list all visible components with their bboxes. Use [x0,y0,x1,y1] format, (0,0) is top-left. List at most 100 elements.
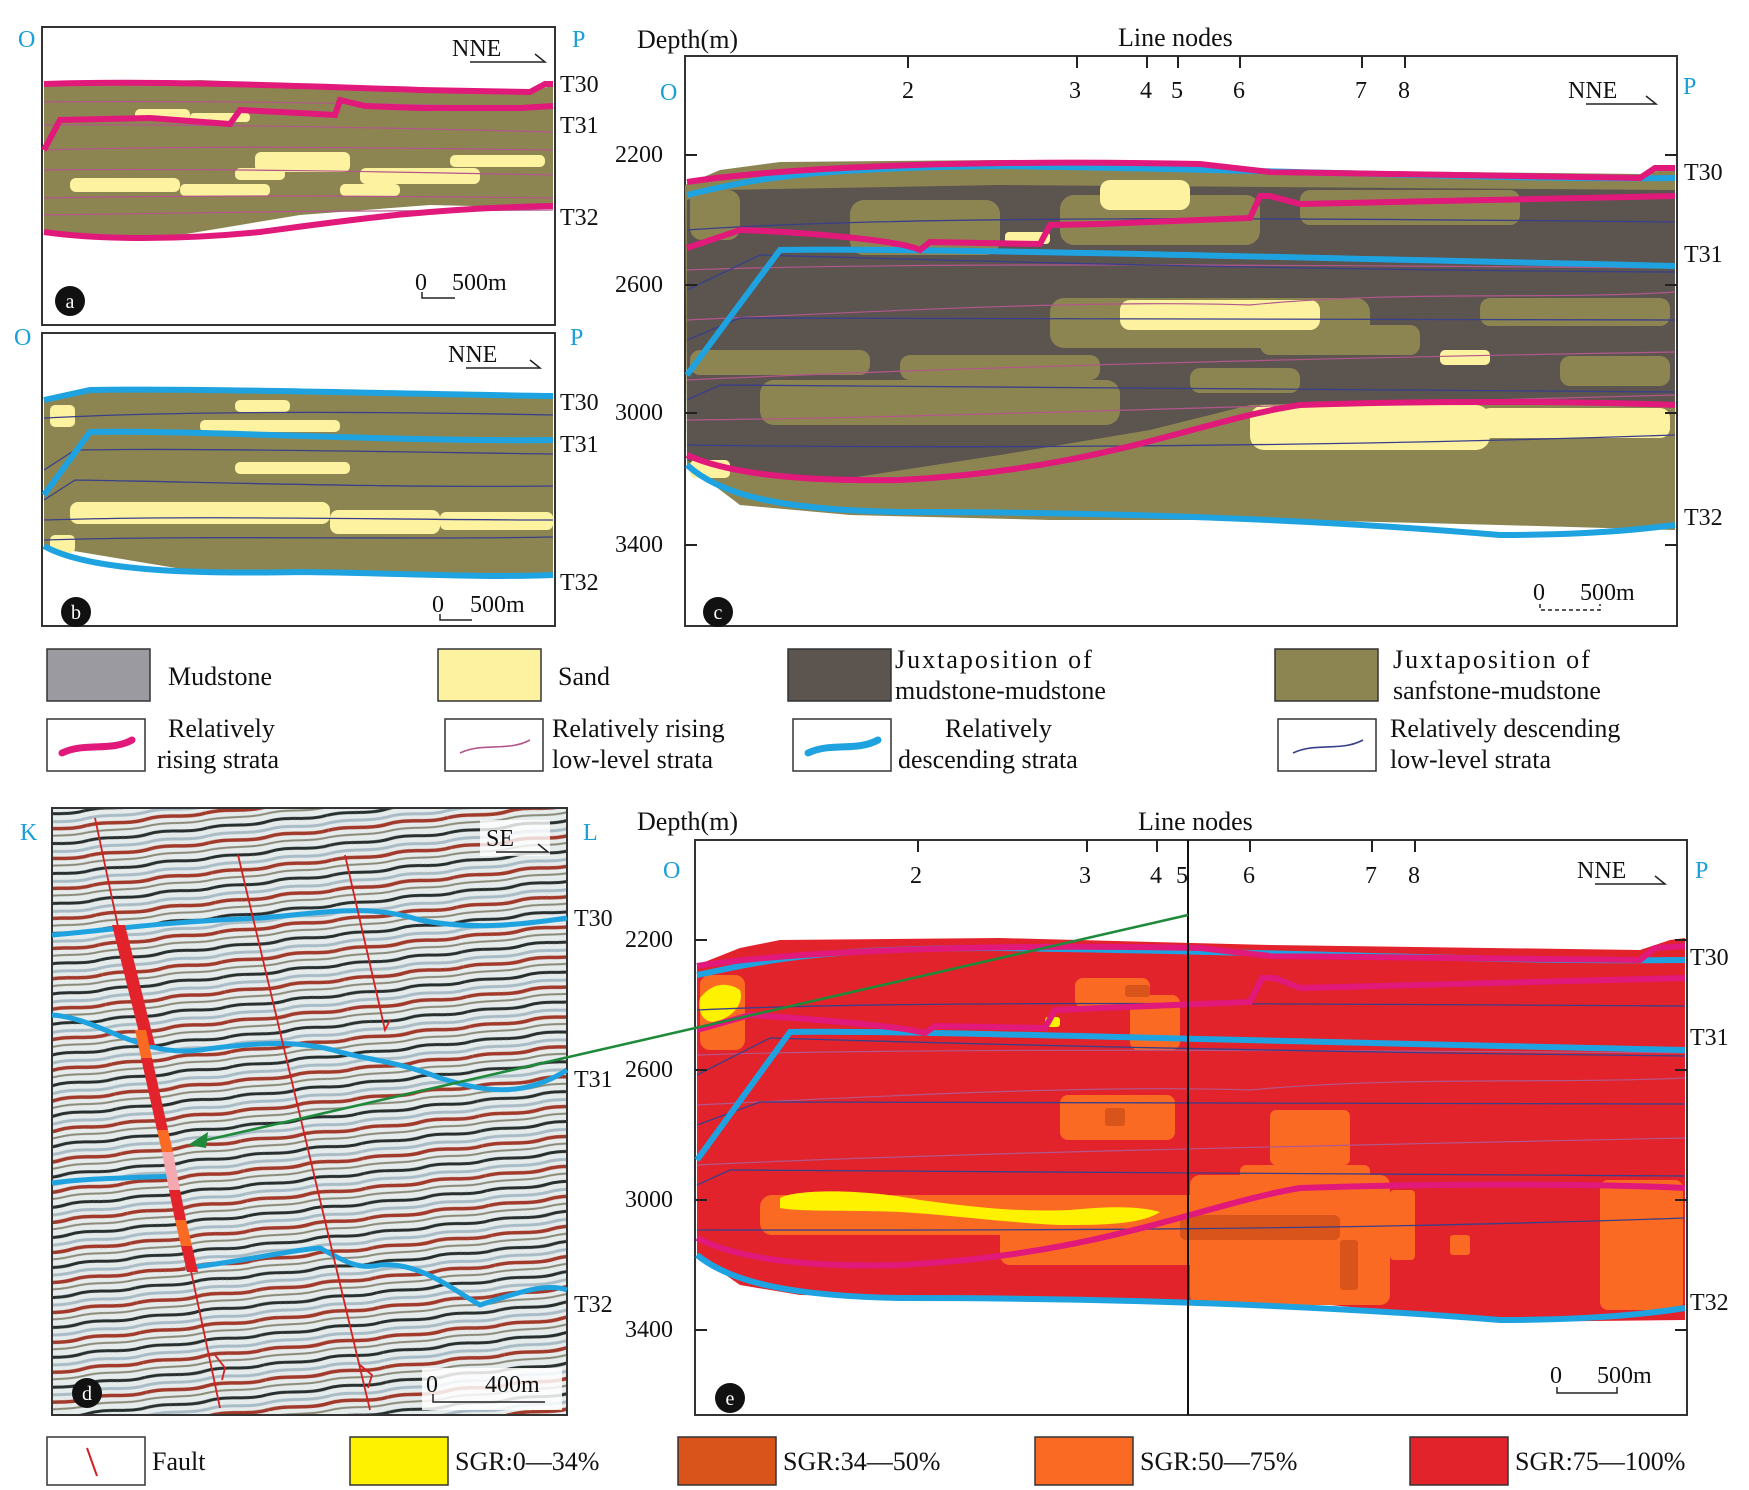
panel-e-node-5: 5 [1176,863,1188,889]
panel-c-badge-label: c [714,602,723,624]
panel-c-rising-horizons [685,159,1676,484]
legend-fault-line [86,1447,98,1477]
panel-d-direction-arrow-icon [496,843,551,853]
panel-b-low-strata [43,411,554,541]
legend-descending-low-line [1292,739,1364,754]
legend-sgr: Fault SGR:0—34% SGR:34—50% SGR:50—75% SG… [46,1436,1685,1486]
panel-e-scale-zero: 0 [1550,1363,1562,1389]
legend-label-rising-low-1: Relatively rising [552,714,725,743]
connector-arrow-head-icon [188,1132,208,1148]
panel-b-direction: NNE [448,342,497,368]
panel-b-horizons [41,386,554,579]
panel-e-scale-label: 500m [1597,1363,1652,1389]
panel-d-direction: SE [486,826,514,852]
legend-label-mudstone: Mudstone [168,662,272,691]
legend-rising-line [58,736,136,757]
panel-a: O P NNE T30 T31 T32 0 500m a [18,26,599,326]
panel-e-horizon-t30: T30 [1690,945,1729,971]
panel-c-left-endpoint: O [660,80,677,106]
legend-label-sgr1: SGR:0—34% [455,1447,599,1476]
panel-e-depth-3000: 3000 [625,1187,673,1213]
legend-swatch-sgr4 [1409,1436,1509,1486]
panel-e-sgr-0-34-zones [699,984,1160,1225]
panel-e-horizon-t31: T31 [1690,1025,1729,1051]
legend-swatch-mudstone [46,648,151,702]
panel-c-sand-bodies [690,180,1670,478]
legend-label-rising-low-2: low-level strata [552,745,713,774]
legend-label-sand-mud-2: sanfstone-mudstone [1393,676,1601,705]
panel-c-depth-2200: 2200 [615,142,663,168]
panel-b-scale-label: 500m [470,592,525,618]
panel-e-left-endpoint: O [663,858,680,884]
panel-b-scale-bar [439,614,472,621]
panel-c-nodes-title: Line nodes [1118,23,1233,52]
legend-label-desc-1: Relatively [945,714,1052,743]
panel-a-horizon-t32: T32 [560,205,599,231]
legend-swatch-sgr2 [677,1436,777,1486]
panel-c-node-5: 5 [1171,78,1183,104]
legend-label-rising-1: Relatively [168,714,275,743]
panel-b-section [44,388,553,575]
legend-swatch-rising-low [444,718,544,772]
panel-c-node-3: 3 [1069,78,1081,104]
panel-e-depth-2600: 2600 [625,1057,673,1083]
panel-e-node-6: 6 [1243,863,1255,889]
legend-label-desc-low-2: low-level strata [1390,745,1551,774]
panel-b-right-endpoint: P [570,325,583,351]
legend-lithology: Mudstone Sand Juxtaposition of mudstone-… [46,645,1620,774]
panel-a-scale-zero: 0 [415,270,427,296]
legend-swatch-mud-mud [787,648,892,702]
panel-c-scale-zero: 0 [1533,580,1545,606]
panel-e-badge-label: e [726,1388,735,1410]
panel-a-horizons [41,79,554,241]
panel-a-horizon-t31: T31 [560,113,599,139]
panel-c-depth-ticks [685,154,1677,546]
legend-label-sand-mud-1: Juxtaposition of [1393,645,1592,674]
panel-b-scale-zero: 0 [432,592,444,618]
panel-e: Depth(m) Line nodes 2 3 4 5 6 7 8 2200 2… [625,807,1729,1416]
legend-label-sgr3: SGR:50—75% [1140,1447,1297,1476]
panel-a-badge [55,286,85,316]
panel-c-direction: NNE [1568,78,1617,104]
legend-label-rising-2: rising strata [157,745,279,774]
panel-b-horizon-t31: T31 [560,432,599,458]
panel-e-node-7: 7 [1365,863,1377,889]
panel-d-right-endpoint: L [583,820,598,846]
panel-b-horizon-t32: T32 [560,570,599,596]
panel-c-depth-3400: 3400 [615,532,663,558]
panel-c-scale-bar [1539,604,1601,611]
panel-e-depth-2200: 2200 [625,927,673,953]
panel-d-badge-label: d [82,1383,92,1405]
panel-d-scale-box [422,1368,562,1410]
panel-c-scale-label: 500m [1580,580,1635,606]
panel-d-horizon-t31: T31 [574,1067,613,1093]
panel-e-horizon-t32: T32 [1690,1290,1729,1316]
legend-label-mud-mud-2: mudstone-mudstone [895,676,1106,705]
panel-e-node-3: 3 [1079,863,1091,889]
panel-e-node-2: 2 [910,863,922,889]
legend-label-sand: Sand [558,662,610,691]
panel-e-rising-low-strata [696,1049,1686,1166]
panel-c-direction-arrow-icon [1586,95,1659,105]
panel-b-direction-arrow-icon [466,359,543,369]
legend-swatch-descending-low [1277,718,1377,772]
panel-b-left-endpoint: O [14,325,31,351]
panel-d-scale-label: 400m [485,1372,540,1398]
panel-d-scale-zero: 0 [426,1372,438,1398]
panel-e-right-endpoint: P [1695,858,1708,884]
panel-d-horizon-t32: T32 [574,1292,613,1318]
panel-c-depth-3000: 3000 [615,400,663,426]
panel-e-depth-3400: 3400 [625,1317,673,1343]
panel-e-node-8: 8 [1408,863,1420,889]
panel-c-node-ticks [907,56,1406,68]
panel-e-direction-arrow-icon [1595,875,1668,885]
panel-c-depth-title: Depth(m) [637,25,738,54]
panel-c-horizon-t32: T32 [1684,505,1723,531]
legend-label-mud-mud-1: Juxtaposition of [895,645,1094,674]
panel-e-depth-title: Depth(m) [637,807,738,836]
panel-d-badge [72,1378,102,1408]
panel-b: O P NNE T30 T31 T32 0 500m b [14,325,599,627]
legend-label-sgr4: SGR:75—100% [1515,1447,1685,1476]
panel-c: Depth(m) Line nodes 2 3 4 5 6 7 8 2200 [615,23,1723,627]
panel-c-node-2: 2 [902,78,914,104]
